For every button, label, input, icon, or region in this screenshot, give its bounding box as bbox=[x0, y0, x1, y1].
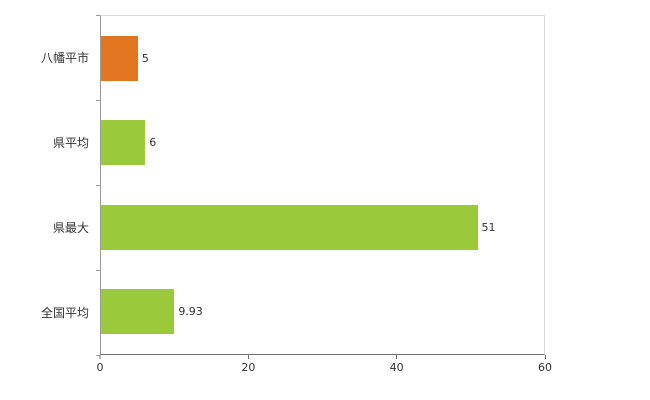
bar-row: 51 bbox=[101, 185, 544, 270]
x-axis-tick-label: 20 bbox=[241, 361, 256, 374]
y-axis-tick-mark bbox=[96, 270, 100, 271]
bar-row: 5 bbox=[101, 16, 544, 101]
x-axis-tick-mark bbox=[544, 355, 546, 359]
y-axis-tick-mark bbox=[96, 15, 100, 16]
value-label: 6 bbox=[149, 136, 157, 150]
x-axis: 0 20 40 60 bbox=[97, 355, 552, 379]
bar bbox=[101, 35, 138, 81]
category-label: 県平均 bbox=[52, 136, 89, 150]
bar-row: 9.93 bbox=[101, 270, 544, 355]
x-axis-tick: 20 bbox=[241, 355, 255, 374]
category-label: 全国平均 bbox=[40, 306, 89, 320]
x-axis-tick-label: 60 bbox=[538, 361, 552, 374]
bar-row: 6 bbox=[101, 101, 544, 186]
bar bbox=[101, 120, 146, 166]
bar bbox=[101, 289, 175, 335]
x-axis-tick: 60 bbox=[538, 355, 552, 374]
category-label: 県最大 bbox=[52, 221, 89, 235]
y-axis-ticks bbox=[96, 15, 100, 356]
bar bbox=[101, 204, 478, 250]
x-axis-tick: 40 bbox=[390, 355, 404, 374]
category-label: 八幡平市 bbox=[40, 51, 89, 65]
x-axis-tick-label: 0 bbox=[96, 361, 104, 374]
y-axis-tick-mark bbox=[96, 185, 100, 186]
value-label: 51 bbox=[481, 220, 496, 234]
x-axis-tick-mark bbox=[247, 355, 249, 359]
y-axis-tick-mark bbox=[96, 355, 100, 356]
plot-area: 5 6 51 9.93 bbox=[100, 15, 545, 355]
value-label: 5 bbox=[141, 51, 149, 65]
x-axis-tick-label: 40 bbox=[389, 361, 404, 374]
y-axis-tick-mark bbox=[96, 100, 100, 101]
x-axis-tick: 0 bbox=[97, 355, 104, 374]
x-axis-tick-mark bbox=[396, 355, 398, 359]
x-axis-tick-mark bbox=[99, 355, 101, 359]
y-axis-category-labels: 八幡平市県平均県最大全国平均 bbox=[0, 15, 94, 355]
value-label: 9.93 bbox=[178, 305, 203, 319]
